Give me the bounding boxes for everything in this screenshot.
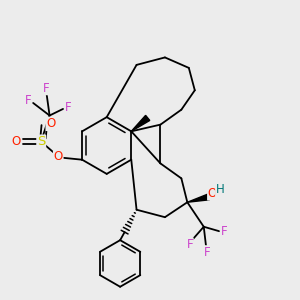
Polygon shape — [131, 116, 150, 131]
Text: F: F — [220, 225, 227, 238]
Text: O: O — [46, 117, 56, 130]
Text: S: S — [37, 135, 45, 148]
Text: H: H — [216, 183, 224, 196]
Text: F: F — [204, 246, 211, 259]
Text: O: O — [54, 150, 63, 163]
Text: F: F — [186, 238, 193, 251]
Text: O: O — [208, 187, 217, 200]
Text: O: O — [11, 135, 21, 148]
Text: F: F — [65, 101, 72, 114]
Polygon shape — [187, 194, 210, 202]
Text: F: F — [25, 94, 31, 107]
Text: F: F — [43, 82, 50, 94]
